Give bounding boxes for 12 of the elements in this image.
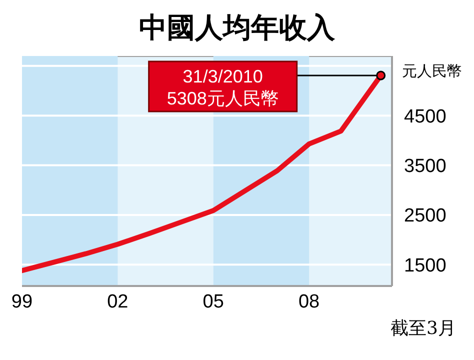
x-tick-label: 08 [298,291,320,312]
x-tick-label: 99 [11,291,33,312]
y-tick-label: 1500 [404,255,446,276]
y-axis-title: 元人民幣 [402,62,462,81]
chart-title: 中國人均年收入 [138,10,336,46]
y-tick-label: 3500 [404,156,446,178]
y-tick-label: 4500 [404,106,446,128]
x-tick-label: 05 [202,291,224,312]
y-tick-label: 2500 [404,206,446,227]
text: 截至3月 [390,317,456,340]
x-tick-label: 02 [107,291,128,312]
annotation: 31/3/2010 5308元人民幣 [166,66,279,108]
